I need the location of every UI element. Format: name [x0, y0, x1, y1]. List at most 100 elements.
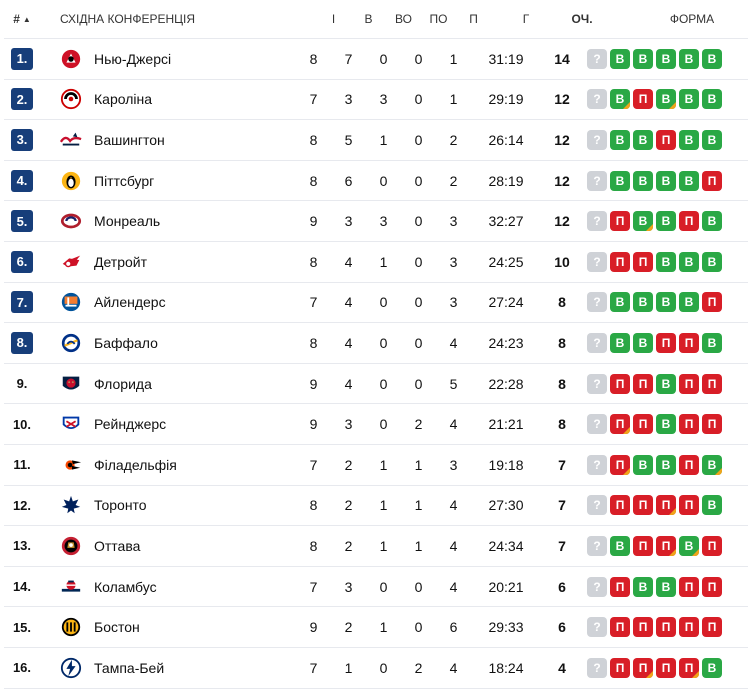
- table-row[interactable]: 6. Детройт 8 4 1 0 3 24:25 10? П П В В В: [4, 242, 748, 283]
- form-result-chip[interactable]: В: [633, 332, 653, 353]
- table-row[interactable]: 4. Піттсбург 8 6 0 0 2 28:19 12? В В В В П: [4, 161, 748, 202]
- team-name[interactable]: Кароліна: [94, 91, 153, 108]
- form-result-chip[interactable]: В: [633, 129, 653, 150]
- form-result-chip[interactable]: П: [610, 414, 630, 435]
- form-result-chip[interactable]: ?: [587, 89, 607, 110]
- form-result-chip[interactable]: ?: [587, 211, 607, 232]
- team-name[interactable]: Вашингтон: [94, 131, 165, 148]
- team-name[interactable]: Бостон: [94, 619, 140, 636]
- table-row[interactable]: 16. Тампа-Бей 7 1 0 2 4 18:24 4? П П П П В: [4, 648, 748, 689]
- ot-wins-header[interactable]: ВО: [395, 12, 412, 26]
- team-cell[interactable]: Монреаль: [40, 210, 296, 232]
- form-result-chip[interactable]: В: [610, 292, 630, 313]
- form-result-chip[interactable]: П: [679, 454, 699, 475]
- form-result-chip[interactable]: П: [656, 129, 676, 150]
- team-cell[interactable]: Айлендерс: [40, 291, 296, 313]
- form-result-chip[interactable]: В: [702, 129, 722, 150]
- form-result-chip[interactable]: В: [702, 495, 722, 516]
- team-name[interactable]: Торонто: [94, 497, 147, 514]
- form-result-chip[interactable]: В: [679, 48, 699, 69]
- form-result-chip[interactable]: П: [610, 454, 630, 475]
- table-row[interactable]: 11. Філадельфія 7 2 1 1 3 19:18 7? П В В П В: [4, 445, 748, 486]
- table-row[interactable]: 12. Торонто 8 2 1 1 4 27:30 7? П П П П В: [4, 486, 748, 527]
- form-result-chip[interactable]: П: [610, 373, 630, 394]
- form-result-chip[interactable]: В: [679, 129, 699, 150]
- team-name[interactable]: Піттсбург: [94, 172, 155, 189]
- points-header[interactable]: ОЧ.: [571, 12, 593, 26]
- team-cell[interactable]: Нью-Джерсі: [40, 48, 296, 70]
- table-row[interactable]: 3. Вашингтон 8 5 1 0 2 26:14 12? В В П В В: [4, 120, 748, 161]
- form-result-chip[interactable]: В: [633, 48, 653, 69]
- team-name[interactable]: Флорида: [94, 375, 152, 392]
- form-result-chip[interactable]: В: [633, 454, 653, 475]
- form-result-chip[interactable]: В: [702, 657, 722, 678]
- form-result-chip[interactable]: П: [679, 576, 699, 597]
- team-cell[interactable]: Піттсбург: [40, 170, 296, 192]
- form-result-chip[interactable]: П: [610, 211, 630, 232]
- table-row[interactable]: 1. Нью-Джерсі 8 7 0 0 1 31:19 14? В В В В В: [4, 39, 748, 80]
- form-result-chip[interactable]: ?: [587, 414, 607, 435]
- table-row[interactable]: 9. Флорида 9 4 0 0 5 22:28 8? П П В П П: [4, 364, 748, 405]
- form-result-chip[interactable]: П: [633, 535, 653, 556]
- form-result-chip[interactable]: В: [610, 170, 630, 191]
- form-result-chip[interactable]: П: [633, 373, 653, 394]
- form-result-chip[interactable]: ?: [587, 617, 607, 638]
- wins-header[interactable]: В: [364, 12, 373, 26]
- form-result-chip[interactable]: В: [633, 576, 653, 597]
- form-result-chip[interactable]: П: [610, 657, 630, 678]
- table-row[interactable]: 8. Баффало 8 4 0 0 4 24:23 8? В В П П В: [4, 323, 748, 364]
- form-result-chip[interactable]: В: [679, 89, 699, 110]
- form-result-chip[interactable]: В: [633, 211, 653, 232]
- form-result-chip[interactable]: ?: [587, 454, 607, 475]
- conference-header[interactable]: СХІДНА КОНФЕРЕНЦІЯ: [60, 12, 195, 26]
- team-cell[interactable]: Баффало: [40, 332, 296, 354]
- form-result-chip[interactable]: П: [702, 292, 722, 313]
- form-result-chip[interactable]: П: [610, 251, 630, 272]
- form-result-chip[interactable]: В: [610, 89, 630, 110]
- team-name[interactable]: Тампа-Бей: [94, 659, 165, 676]
- form-result-chip[interactable]: В: [610, 535, 630, 556]
- table-row[interactable]: 2. Кароліна 7 3 3 0 1 29:19 12? В П В В В: [4, 80, 748, 121]
- form-result-chip[interactable]: В: [656, 48, 676, 69]
- form-result-chip[interactable]: ?: [587, 576, 607, 597]
- form-result-chip[interactable]: П: [633, 495, 653, 516]
- team-cell[interactable]: Оттава: [40, 535, 296, 557]
- form-result-chip[interactable]: П: [633, 414, 653, 435]
- form-result-chip[interactable]: П: [702, 576, 722, 597]
- team-name[interactable]: Коламбус: [94, 578, 157, 595]
- form-result-chip[interactable]: В: [656, 211, 676, 232]
- team-cell[interactable]: Флорида: [40, 373, 296, 395]
- team-name[interactable]: Монреаль: [94, 213, 161, 230]
- form-result-chip[interactable]: ?: [587, 48, 607, 69]
- table-row[interactable]: 10. Рейнджерс 9 3 0 2 4 21:21 8? П П В П П: [4, 404, 748, 445]
- team-cell[interactable]: Бостон: [40, 616, 296, 638]
- form-result-chip[interactable]: В: [702, 454, 722, 475]
- form-result-chip[interactable]: В: [656, 454, 676, 475]
- team-name[interactable]: Філадельфія: [94, 456, 177, 473]
- form-result-chip[interactable]: В: [702, 48, 722, 69]
- form-result-chip[interactable]: В: [679, 170, 699, 191]
- form-result-chip[interactable]: П: [679, 211, 699, 232]
- team-cell[interactable]: Коламбус: [40, 576, 296, 598]
- form-result-chip[interactable]: В: [679, 251, 699, 272]
- form-result-chip[interactable]: П: [633, 89, 653, 110]
- team-name[interactable]: Айлендерс: [94, 294, 166, 311]
- form-result-chip[interactable]: П: [610, 495, 630, 516]
- form-result-chip[interactable]: П: [679, 373, 699, 394]
- form-result-chip[interactable]: В: [702, 89, 722, 110]
- team-cell[interactable]: Філадельфія: [40, 454, 296, 476]
- form-result-chip[interactable]: ?: [587, 332, 607, 353]
- form-result-chip[interactable]: П: [679, 657, 699, 678]
- form-result-chip[interactable]: П: [702, 414, 722, 435]
- table-row[interactable]: 7. Айлендерс 7 4 0 0 3 27:24 8? В В В В П: [4, 283, 748, 324]
- form-result-chip[interactable]: В: [656, 89, 676, 110]
- team-cell[interactable]: Рейнджерс: [40, 413, 296, 435]
- form-result-chip[interactable]: В: [656, 251, 676, 272]
- team-cell[interactable]: Торонто: [40, 494, 296, 516]
- team-name[interactable]: Детройт: [94, 253, 148, 270]
- team-cell[interactable]: Вашингтон: [40, 129, 296, 151]
- form-result-chip[interactable]: В: [702, 332, 722, 353]
- form-result-chip[interactable]: В: [610, 129, 630, 150]
- table-row[interactable]: 15. Бостон 9 2 1 0 6 29:33 6? П П П П П: [4, 607, 748, 648]
- form-result-chip[interactable]: П: [656, 495, 676, 516]
